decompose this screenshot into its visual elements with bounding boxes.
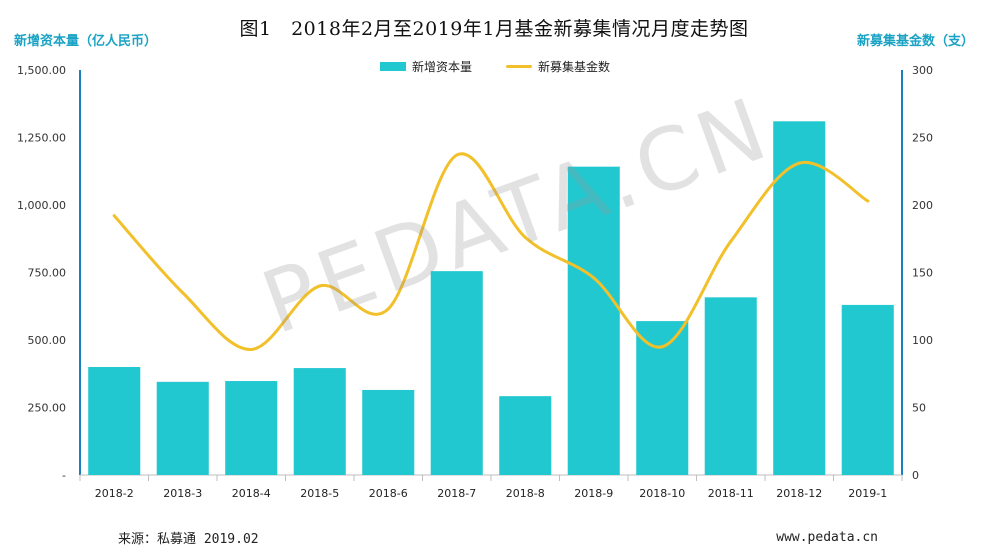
legend-bar-label: 新增资本量	[412, 60, 473, 74]
line-point	[386, 307, 390, 311]
bar	[567, 166, 620, 475]
x-tick-label: 2018-10	[639, 487, 685, 500]
right-tick-label: 0	[912, 469, 919, 482]
left-tick-label: 1,500.00	[17, 64, 66, 77]
x-tick-label: 2018-5	[300, 487, 339, 500]
x-tick-label: 2018-11	[708, 487, 754, 500]
legend-item-bar: 新增资本量	[380, 58, 472, 75]
legend: 新增资本量 新募集基金数	[380, 58, 644, 75]
bar	[430, 271, 483, 475]
line-point	[592, 276, 596, 280]
bar	[156, 381, 209, 475]
x-tick-label: 2018-3	[163, 487, 202, 500]
left-tick-label: 750.00	[28, 267, 67, 280]
right-tick-label: 150	[912, 267, 933, 280]
line-point	[249, 347, 253, 351]
left-tick-label: 250.00	[28, 402, 67, 415]
x-tick-label: 2018-8	[506, 487, 545, 500]
bar	[362, 389, 415, 475]
x-tick-label: 2018-12	[776, 487, 822, 500]
bar	[704, 297, 757, 475]
bar	[636, 321, 689, 475]
bar	[293, 368, 346, 475]
source-note: 来源：私募通 2019.02	[118, 532, 259, 547]
legend-item-line: 新募集基金数	[506, 58, 610, 75]
right-tick-label: 50	[912, 402, 926, 415]
left-axis-title: 新增资本量（亿人民币）	[14, 34, 158, 49]
right-tick-label: 100	[912, 334, 933, 347]
x-tick-label: 2019-1	[848, 487, 887, 500]
line-point	[181, 291, 185, 295]
x-tick-label: 2018-6	[369, 487, 408, 500]
right-axis-title: 新募集基金数（支）	[856, 34, 974, 49]
line-point	[523, 235, 527, 239]
bar	[773, 121, 826, 476]
line-point	[660, 345, 664, 349]
line-point	[112, 214, 116, 218]
right-tick-label: 250	[912, 132, 933, 145]
legend-bar-swatch	[380, 62, 406, 71]
website-note: www.pedata.cn	[776, 530, 878, 545]
line-point	[866, 199, 870, 203]
line-point	[797, 161, 801, 165]
x-tick-label: 2018-9	[574, 487, 613, 500]
x-tick-label: 2018-7	[437, 487, 476, 500]
bar	[225, 381, 278, 475]
bar	[88, 367, 141, 475]
line-point	[729, 239, 733, 243]
x-tick-label: 2018-2	[95, 487, 134, 500]
legend-line-swatch	[506, 65, 533, 68]
left-tick-label: -	[62, 469, 66, 482]
chart-title: 图1 2018年2月至2019年1月基金新募集情况月度走势图	[239, 18, 749, 40]
legend-line-label: 新募集基金数	[538, 60, 611, 74]
line-point	[455, 153, 459, 157]
bar	[841, 304, 894, 475]
line-point	[318, 284, 322, 288]
bar	[499, 396, 552, 475]
left-tick-label: 500.00	[28, 334, 67, 347]
left-tick-label: 1,000.00	[17, 199, 66, 212]
x-tick-label: 2018-4	[232, 487, 271, 500]
left-tick-label: 1,250.00	[17, 132, 66, 145]
right-tick-label: 200	[912, 199, 933, 212]
right-tick-label: 300	[912, 64, 933, 77]
